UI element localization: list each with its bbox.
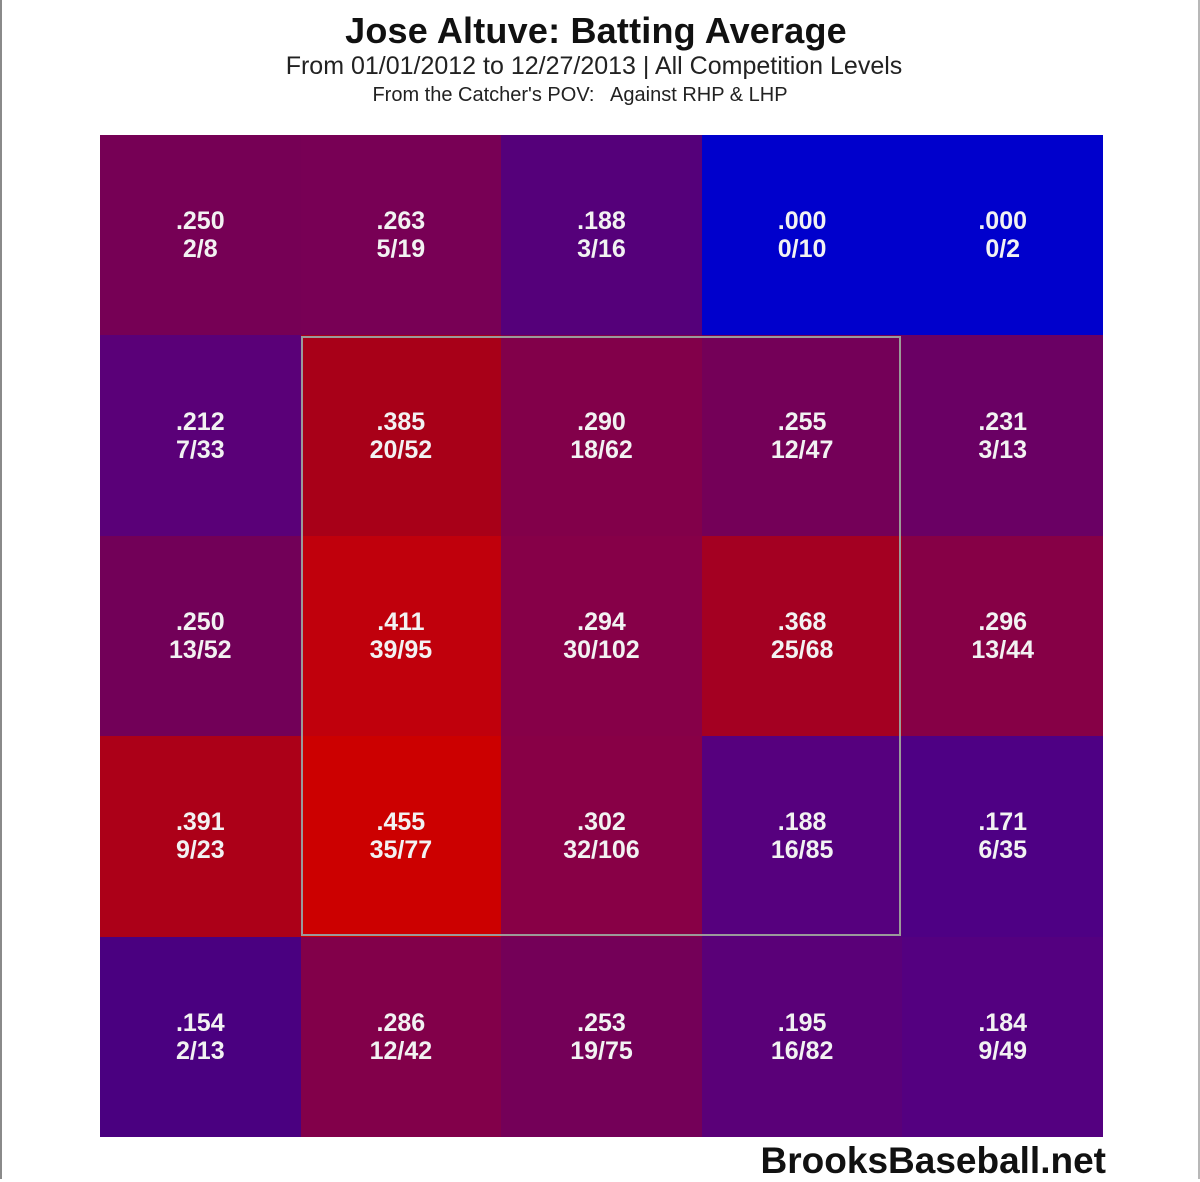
batting-average-value: .171 (978, 808, 1028, 837)
chart-title: Jose Altuve: Batting Average (345, 10, 847, 51)
batting-average-value: .255 (777, 407, 827, 436)
batting-average-value: .391 (175, 808, 225, 837)
heatmap-cell: .455 35/77 (300, 736, 502, 937)
batting-average-value: .000 (777, 207, 827, 236)
hits-at-bats-value: 5/19 (376, 235, 426, 264)
heatmap-cell: .000 0/10 (701, 135, 903, 336)
batting-average-value: .294 (577, 607, 626, 636)
batting-average-value: .286 (376, 1008, 426, 1037)
batting-average-value: .250 (175, 207, 225, 236)
heatmap-cell: .290 18/62 (501, 335, 702, 536)
heatmap-cell: .154 2/13 (100, 936, 301, 1137)
heatmap-cell: .296 13/44 (902, 535, 1103, 737)
image-border-left (0, 0, 2, 1179)
hits-at-bats-value: 7/33 (175, 435, 225, 464)
batting-average-value: .184 (978, 1008, 1028, 1037)
batting-average-value: .385 (376, 407, 426, 436)
heatmap-cell: .253 19/75 (501, 936, 702, 1137)
heatmap-cell: .188 3/16 (501, 135, 702, 336)
hits-at-bats-value: 39/95 (369, 635, 433, 664)
hits-at-bats-value: 2/8 (182, 235, 218, 264)
hits-at-bats-value: 13/52 (169, 635, 232, 664)
batting-average-value: .212 (175, 407, 225, 436)
heatmap-cell: .000 0/2 (902, 135, 1103, 336)
hits-at-bats-value: 12/42 (369, 1036, 433, 1065)
heatmap-cell: .184 9/49 (902, 936, 1103, 1137)
batting-average-value: .296 (978, 607, 1028, 636)
hits-at-bats-value: 35/77 (369, 836, 433, 865)
heatmap-cell: .385 20/52 (300, 335, 502, 536)
heatmap-cell: .212 7/33 (100, 335, 301, 536)
hits-at-bats-value: 9/23 (175, 836, 225, 865)
heatmap-cell: .294 30/102 (501, 535, 702, 737)
hits-at-bats-value: 0/10 (777, 235, 827, 264)
heatmap-grid: .250 2/8.263 5/19.188 3/16.000 0/10.000 0/2.2… (100, 135, 1103, 1137)
hits-at-bats-value: 12/47 (770, 435, 834, 464)
watermark: BrooksBaseball.net (760, 1140, 1106, 1181)
hits-at-bats-value: 9/49 (978, 1036, 1028, 1065)
heatmap-cell: .188 16/85 (701, 736, 903, 937)
heatmap-cell: .263 5/19 (300, 135, 502, 336)
heatmap-cell: .231 3/13 (902, 335, 1103, 536)
batting-average-value: .302 (577, 808, 626, 837)
chart-subtitle: From 01/01/2012 to 12/27/2013 | All Comp… (285, 52, 903, 80)
batting-average-value: .250 (175, 607, 225, 636)
batting-average-value: .368 (777, 607, 827, 636)
hits-at-bats-value: 18/62 (570, 435, 633, 464)
batting-average-value: .263 (376, 207, 426, 236)
batting-average-value: .253 (577, 1008, 626, 1037)
batting-average-value: .195 (777, 1008, 827, 1037)
hits-at-bats-value: 6/35 (978, 836, 1028, 865)
heatmap-cell: .391 9/23 (100, 736, 301, 937)
batting-average-value: .188 (577, 207, 626, 236)
hits-at-bats-value: 3/13 (978, 435, 1028, 464)
batting-average-value: .188 (777, 808, 827, 837)
image-border-right (1198, 0, 1200, 1179)
batting-average-value: .290 (577, 407, 626, 436)
heatmap-cell: .195 16/82 (701, 936, 903, 1137)
heatmap-cell: .250 2/8 (100, 135, 301, 336)
heatmap-cell: .255 12/47 (701, 335, 903, 536)
hits-at-bats-value: 19/75 (570, 1036, 633, 1065)
chart-pov-note: From the Catcher's POV: Against RHP & LH… (372, 84, 788, 106)
hits-at-bats-value: 30/102 (563, 635, 640, 664)
batting-average-value: .154 (175, 1008, 225, 1037)
hits-at-bats-value: 3/16 (577, 235, 626, 264)
hits-at-bats-value: 16/85 (770, 836, 834, 865)
batting-average-value: .000 (978, 207, 1028, 236)
heatmap-cell: .411 39/95 (300, 535, 502, 737)
hits-at-bats-value: 20/52 (369, 435, 433, 464)
batting-average-value: .231 (978, 407, 1028, 436)
batting-average-value: .455 (376, 808, 426, 837)
heatmap-cell: .302 32/106 (501, 736, 702, 937)
hits-at-bats-value: 2/13 (175, 1036, 225, 1065)
heatmap-cell: .171 6/35 (902, 736, 1103, 937)
batting-average-value: .411 (377, 607, 425, 636)
hits-at-bats-value: 25/68 (770, 635, 834, 664)
hits-at-bats-value: 16/82 (770, 1036, 834, 1065)
heatmap-cell: .368 25/68 (701, 535, 903, 737)
heatmap-cell: .286 12/42 (300, 936, 502, 1137)
hits-at-bats-value: 32/106 (563, 836, 640, 865)
hits-at-bats-value: 0/2 (985, 235, 1021, 264)
hits-at-bats-value: 13/44 (971, 635, 1034, 664)
heatmap-cell: .250 13/52 (100, 535, 301, 737)
